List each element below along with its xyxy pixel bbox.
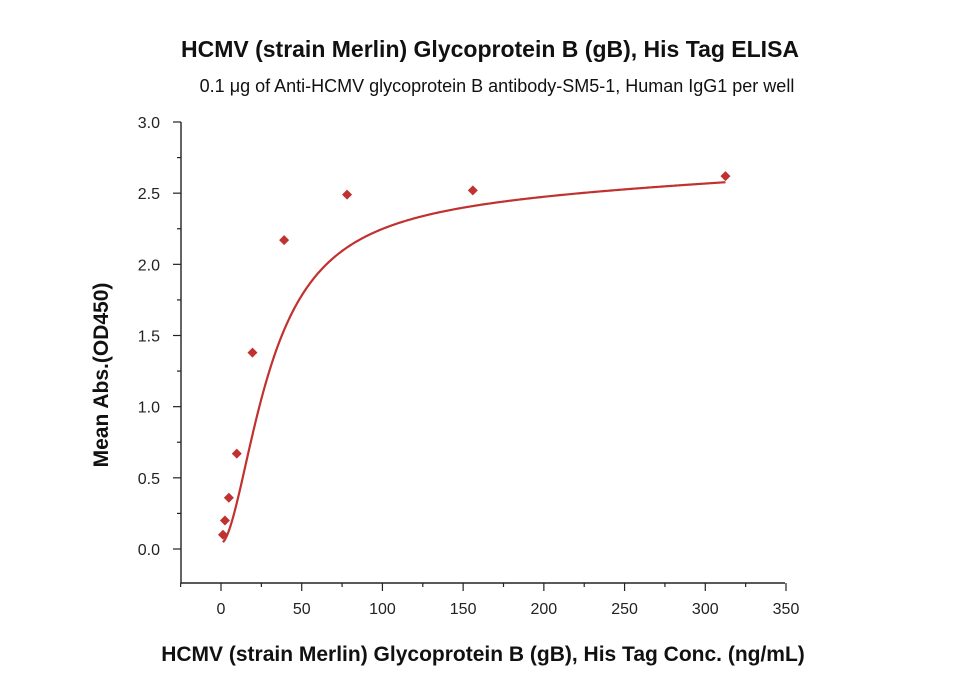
data-point [217,529,228,540]
x-tick-label: 250 [611,601,638,618]
x-axis-ticks: 0 50 100 150 200 250 300 350 [180,583,800,618]
y-tick-label: 1.0 [138,400,160,417]
y-axis-ticks: 0.0 0.5 1.0 1.5 2.0 2.5 3.0 [138,115,181,559]
x-tick-label: 200 [531,601,558,618]
x-axis-label: HCMV (strain Merlin) Glycoprotein B (gB)… [161,643,805,666]
data-point [467,185,478,196]
chart-title: HCMV (strain Merlin) Glycoprotein B (gB)… [181,36,799,62]
data-point [279,235,290,246]
x-tick-label: 350 [773,601,800,618]
data-point [720,171,731,182]
data-point [231,448,242,459]
data-points [217,171,731,540]
x-tick-label: 150 [450,601,477,618]
data-point [247,347,258,358]
y-tick-label: 1.5 [138,329,160,346]
y-tick-label: 0.0 [138,542,160,559]
x-tick-label: 50 [293,601,311,618]
chart-subtitle: 0.1 μg of Anti-HCMV glycoprotein B antib… [200,76,795,96]
fit-curve [222,181,726,543]
plot-area: 0.0 0.5 1.0 1.5 2.0 2.5 3.0 0 50 100 150 200 250 300… [138,115,800,618]
data-point [342,189,353,200]
y-tick-label: 2.0 [138,257,160,274]
y-tick-label: 3.0 [138,115,160,132]
x-tick-label: 100 [369,601,396,618]
data-point [219,515,230,526]
x-tick-label: 300 [692,601,719,618]
data-point [223,492,234,503]
y-tick-label: 2.5 [138,186,160,203]
x-tick-label: 0 [217,601,226,618]
y-tick-label: 0.5 [138,471,160,488]
y-axis-label: Mean Abs.(OD450) [90,283,113,468]
